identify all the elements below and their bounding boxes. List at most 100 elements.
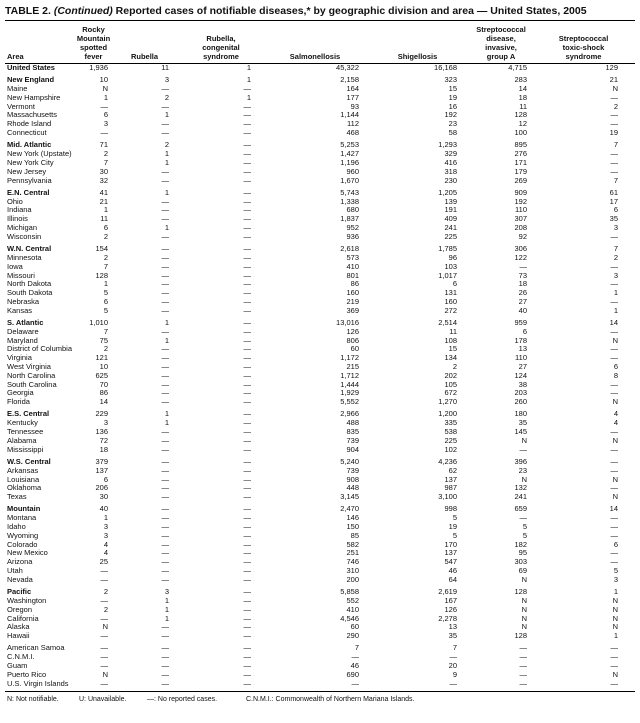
value-cell: 269 xyxy=(514,175,527,185)
value-cell: 582 xyxy=(346,539,359,549)
value-cell: — xyxy=(161,492,170,502)
value-cell: 136 xyxy=(95,427,108,437)
table-row: U.S. Virgin Islands — — — — — — — xyxy=(5,678,635,689)
area-cell: Georgia xyxy=(7,388,34,398)
value-cell: — xyxy=(161,231,170,241)
value-cell: N xyxy=(612,595,618,605)
table-row: Wyoming 3 — — 85 5 5 — xyxy=(5,530,635,541)
value-cell: — xyxy=(519,643,528,653)
value-cell: 17 xyxy=(609,196,618,206)
value-cell: 1 xyxy=(103,279,108,289)
value-cell: 5 xyxy=(522,522,527,532)
table-row: Wisconsin 2 — — 936 225 92 — xyxy=(5,231,635,242)
value-cell: — xyxy=(243,261,252,271)
value-cell: — xyxy=(449,652,458,662)
value-cell: — xyxy=(243,631,252,641)
value-cell: 122 xyxy=(514,252,527,262)
value-cell: 1 xyxy=(103,513,108,523)
value-cell: — xyxy=(519,261,528,271)
value-cell: 128 xyxy=(514,587,527,597)
area-cell: Michigan xyxy=(7,223,38,233)
value-cell: 7 xyxy=(354,643,359,653)
value-cell: — xyxy=(161,530,170,540)
value-cell: — xyxy=(243,418,252,428)
value-cell: 1 xyxy=(613,587,618,597)
value-cell: 5 xyxy=(522,530,527,540)
value-cell: — xyxy=(161,175,170,185)
area-cell: Missouri xyxy=(7,270,35,280)
table-row: Maine N — — 164 15 14 N xyxy=(5,84,635,94)
value-cell: — xyxy=(243,305,252,315)
table-row: New Mexico 4 — — 251 137 95 — xyxy=(5,549,635,558)
table-section: United States 1,936 11 1 45,322 16,168 4,715 12… xyxy=(5,63,635,73)
value-cell: 229 xyxy=(95,409,108,419)
table-row: District of Columbia 2 — — 60 15 13 — xyxy=(5,345,635,354)
table-row: West Virginia 10 — — 215 2 27 6 xyxy=(5,362,635,372)
value-cell: 690 xyxy=(346,669,359,679)
value-cell: 1,444 xyxy=(340,379,359,389)
value-cell: — xyxy=(610,326,619,336)
value-cell: 290 xyxy=(346,631,359,641)
value-cell: — xyxy=(610,643,619,653)
value-cell: — xyxy=(161,622,170,632)
area-cell: Arkansas xyxy=(7,465,39,475)
value-cell: N xyxy=(521,474,527,484)
value-cell: 110 xyxy=(515,353,527,363)
table-row: Ohio 21 — — 1,338 139 192 17 xyxy=(5,196,635,207)
value-cell: 105 xyxy=(444,379,457,389)
value-cell: — xyxy=(100,101,109,111)
table-row: Hawaii — — — 290 35 128 1 xyxy=(5,631,635,641)
value-cell: — xyxy=(161,379,170,389)
value-cell: — xyxy=(243,370,252,380)
value-cell: 128 xyxy=(95,270,108,280)
value-cell: — xyxy=(610,110,619,120)
area-cell: Wisconsin xyxy=(7,231,42,241)
value-cell: N xyxy=(102,84,108,94)
value-cell: — xyxy=(243,214,252,224)
value-cell: 21 xyxy=(99,196,108,206)
value-cell: 960 xyxy=(346,166,359,176)
value-cell: 5 xyxy=(452,513,457,523)
value-cell: 108 xyxy=(444,335,457,345)
area-cell: Nevada xyxy=(7,574,33,584)
value-cell: 167 xyxy=(444,595,457,605)
value-cell: — xyxy=(243,513,252,523)
value-cell: 112 xyxy=(347,119,359,129)
value-cell: — xyxy=(610,483,619,493)
value-cell: 1,936 xyxy=(89,63,108,72)
area-cell: W.S. Central xyxy=(7,456,51,466)
area-cell: Montana xyxy=(7,513,37,523)
table-row: E.N. Central 41 1 — 5,743 1,205 909 61 xyxy=(5,185,635,197)
value-cell: 58 xyxy=(448,128,457,138)
value-cell: 21 xyxy=(609,75,618,85)
value-cell: 146 xyxy=(346,513,359,523)
value-cell: 538 xyxy=(444,427,457,437)
value-cell: 468 xyxy=(346,128,359,138)
area-cell: North Dakota xyxy=(7,279,52,289)
value-cell: 998 xyxy=(444,504,457,514)
value-cell: — xyxy=(519,678,528,688)
value-cell: — xyxy=(161,370,170,380)
value-cell: 573 xyxy=(346,252,359,262)
value-cell: 2 xyxy=(103,231,108,241)
value-cell: — xyxy=(449,678,458,688)
area-cell: Ohio xyxy=(7,196,23,206)
value-cell: — xyxy=(243,444,252,454)
value-cell: — xyxy=(161,196,170,206)
document-page: TABLE 2. (Continued) Reported cases of n… xyxy=(5,5,635,703)
value-cell: 3,100 xyxy=(438,492,457,502)
value-cell: 1,017 xyxy=(438,270,457,280)
value-cell: 170 xyxy=(444,539,457,549)
value-cell: — xyxy=(243,530,252,540)
value-cell: 5 xyxy=(452,530,457,540)
value-cell: 7 xyxy=(613,140,618,150)
table-row: Idaho 3 — — 150 19 5 — xyxy=(5,522,635,532)
value-cell: 1,837 xyxy=(340,214,359,224)
value-cell: 1 xyxy=(164,409,169,419)
value-cell: — xyxy=(243,318,252,328)
value-cell: 1,010 xyxy=(89,318,108,328)
value-cell: — xyxy=(610,678,619,688)
value-cell: 18 xyxy=(518,92,527,102)
value-cell: 6 xyxy=(103,110,108,120)
value-cell: — xyxy=(161,344,170,354)
